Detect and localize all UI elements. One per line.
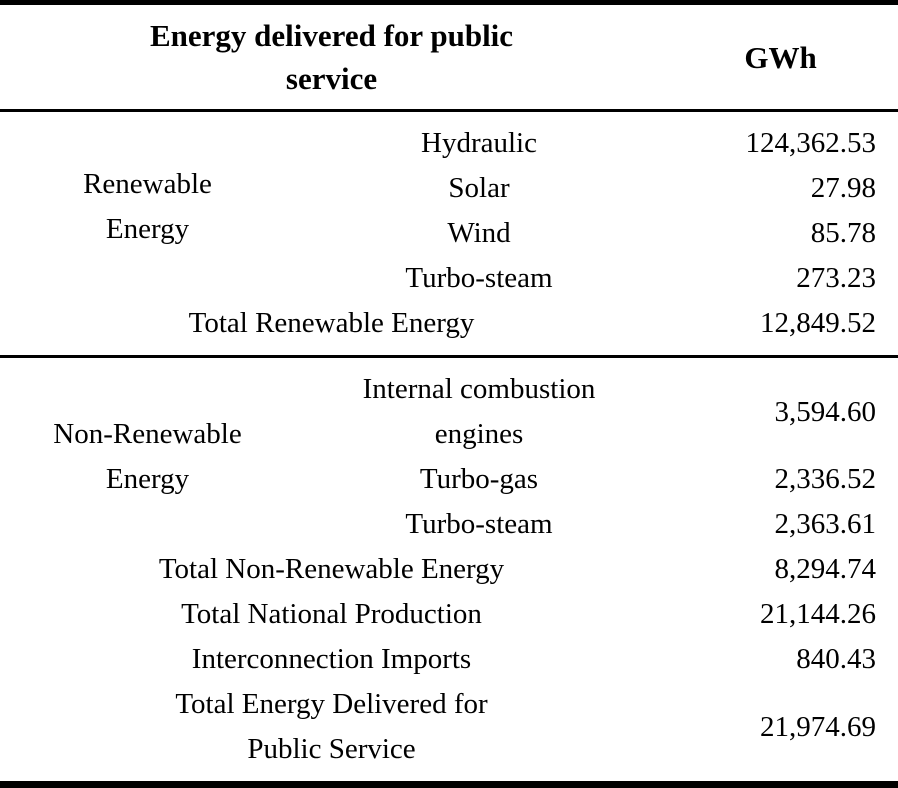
non-renewable-section: Non-Renewable Energy Internal combustion… <box>0 357 898 785</box>
table-row: Turbo-gas 2,336.52 <box>0 457 898 502</box>
value-turbo-steam-renewable: 273.23 <box>796 262 877 294</box>
tech-label-turbo-gas: Turbo-gas <box>419 463 539 495</box>
total-non-renewable-value: 8,294.74 <box>774 553 877 585</box>
total-energy-delivered-value: 21,974.69 <box>760 710 877 743</box>
tech-label-turbo-steam-renewable: Turbo-steam <box>405 262 553 294</box>
value-internal-combustion: 3,594.60 <box>774 395 877 428</box>
unit-column-header: GWh <box>663 2 898 112</box>
header-row: Energy delivered for public service GWh <box>0 2 898 112</box>
total-non-renewable-label: Total Non-Renewable Energy <box>158 553 505 585</box>
table-title: Energy delivered for public service <box>0 2 664 112</box>
tech-label-hydraulic: Hydraulic <box>421 127 537 159</box>
total-non-renewable-row: Total Non-Renewable Energy 8,294.74 <box>0 547 898 592</box>
table-header: Energy delivered for public service GWh <box>0 2 898 112</box>
total-energy-delivered-row: Total Energy Delivered for Public Servic… <box>0 682 898 785</box>
tech-label-turbo-steam-nonrenewable: Turbo-steam <box>405 508 553 540</box>
value-hydraulic: 124,362.53 <box>745 127 877 159</box>
value-turbo-gas: 2,336.52 <box>774 463 877 495</box>
table-row: Turbo-steam 2,363.61 <box>0 502 898 547</box>
value-solar: 27.98 <box>810 172 877 204</box>
total-energy-delivered-label: Total Energy Delivered for Public Servic… <box>175 688 488 765</box>
table-row: Solar 27.98 <box>0 166 898 211</box>
interconnection-imports-row: Interconnection Imports 840.43 <box>0 637 898 682</box>
table-row: Renewable Energy Hydraulic 124,362.53 <box>0 111 898 245</box>
tech-label-internal-combustion: Internal combustion engines <box>362 373 596 450</box>
total-national-production-row: Total National Production 21,144.26 <box>0 592 898 637</box>
total-national-production-label: Total National Production <box>181 598 482 630</box>
tech-label-wind: Wind <box>447 217 511 249</box>
tech-label-solar: Solar <box>448 172 510 204</box>
value-wind: 85.78 <box>810 217 877 249</box>
renewable-group-label: Renewable Energy <box>83 167 212 245</box>
interconnection-imports-label: Interconnection Imports <box>191 643 472 675</box>
table-row: Wind 85.78 <box>0 211 898 256</box>
total-renewable-value: 12,849.52 <box>663 301 898 358</box>
table-row: Turbo-steam 273.23 <box>0 256 898 301</box>
non-renewable-group-label: Non-Renewable Energy <box>53 418 242 495</box>
table-row: Non-Renewable Energy Internal combustion… <box>0 357 898 495</box>
total-renewable-row: Total Renewable Energy 12,849.52 <box>0 301 898 358</box>
value-turbo-steam-nonrenewable: 2,363.61 <box>774 508 877 540</box>
total-national-production-value: 21,144.26 <box>760 598 877 630</box>
renewable-section: Renewable Energy Hydraulic 124,362.53 So… <box>0 111 898 358</box>
interconnection-imports-value: 840.43 <box>796 643 877 675</box>
total-renewable-label: Total Renewable Energy <box>0 301 664 358</box>
